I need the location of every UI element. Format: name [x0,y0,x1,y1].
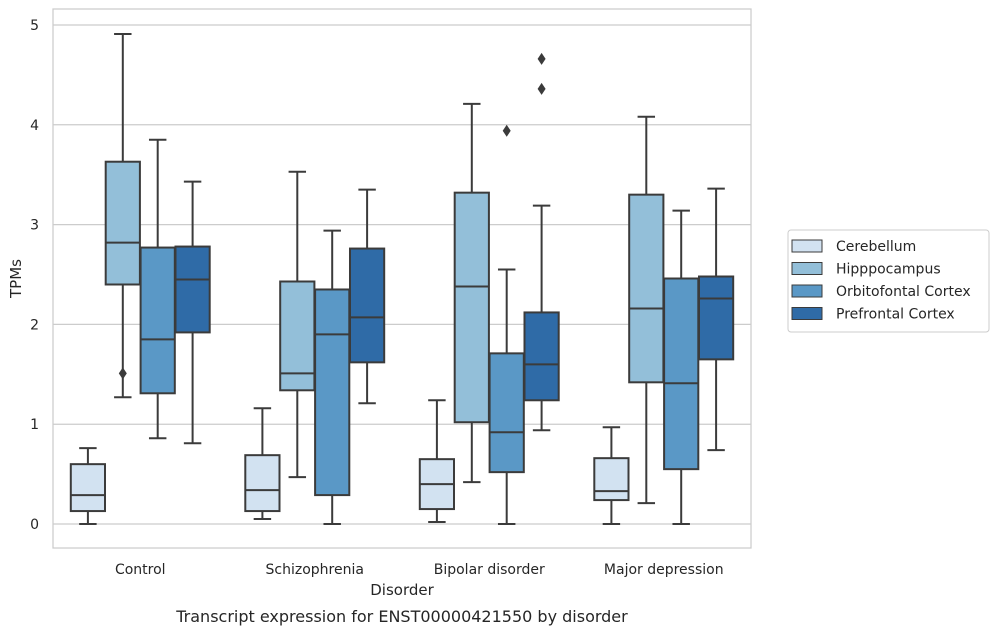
box-iqr [697,275,735,361]
legend: Cerebellum Hipppocampus Orbitofontal Corte… [787,229,990,333]
box-iqr [174,245,211,334]
box-prefrontal-cortex [697,187,735,452]
legend-swatch [791,262,823,275]
box-hipppocampus [104,32,141,399]
box-hipppocampus [628,115,665,505]
y-tick-label: 3 [30,218,39,234]
box-iqr [348,247,386,364]
box-iqr [104,160,141,286]
x-tick-label: Schizophrenia [266,562,364,578]
x-tick-label: Bipolar disorder [434,562,545,578]
box-cerebellum [69,447,107,526]
x-tick-label: Control [115,562,166,578]
box-orbitofontal-cortex [139,138,176,440]
box-iqr [453,191,490,424]
box-iqr [593,457,630,502]
x-tick-label: Major depression [604,562,724,578]
box-cerebellum [593,426,630,526]
box-prefrontal-cortex [523,52,560,432]
x-axis-label: Disorder [370,581,434,599]
y-axis-ticks: 0 1 2 3 4 5 [30,18,39,533]
box-iqr [314,288,351,497]
y-axis-label: TPMs [7,259,25,299]
box-iqr [69,463,107,513]
box-iqr [523,311,560,402]
y-tick-label: 2 [30,317,39,333]
outlier-point [537,82,546,95]
legend-label: Cerebellum [836,239,916,255]
box-cerebellum [244,407,281,521]
y-tick-label: 1 [30,417,39,433]
box-cerebellum [418,399,456,524]
box-iqr [244,454,281,513]
legend-swatch [791,307,823,320]
box-plot-series [69,32,735,526]
box-hipppocampus [279,170,316,479]
legend-label: Hipppocampus [836,262,941,278]
box-orbitofontal-cortex [663,209,700,526]
outlier-point [502,124,511,137]
y-tick-label: 5 [30,18,39,34]
box-orbitofontal-cortex [314,229,351,526]
box-orbitofontal-cortex [488,124,525,526]
legend-label: Prefrontal Cortex [836,307,955,323]
legend-label: Orbitofontal Cortex [836,284,971,300]
box-iqr [488,352,525,474]
legend-swatch [791,284,823,298]
y-tick-label: 4 [30,118,39,134]
plot-frame [52,8,752,549]
y-tick-label: 0 [30,517,39,533]
box-iqr [628,193,665,384]
chart-caption: Transcript expression for ENST0000042155… [175,607,628,626]
box-iqr [139,246,176,395]
box-prefrontal-cortex [348,188,386,405]
box-iqr [663,277,700,471]
legend-frame [787,229,990,333]
outlier-point [537,52,546,65]
outlier-point [118,367,127,380]
x-axis-ticks: Control Schizophrenia Bipolar disorder Majo… [115,562,724,578]
legend-swatch [791,239,823,253]
box-prefrontal-cortex [174,180,211,445]
box-hipppocampus [453,102,490,484]
